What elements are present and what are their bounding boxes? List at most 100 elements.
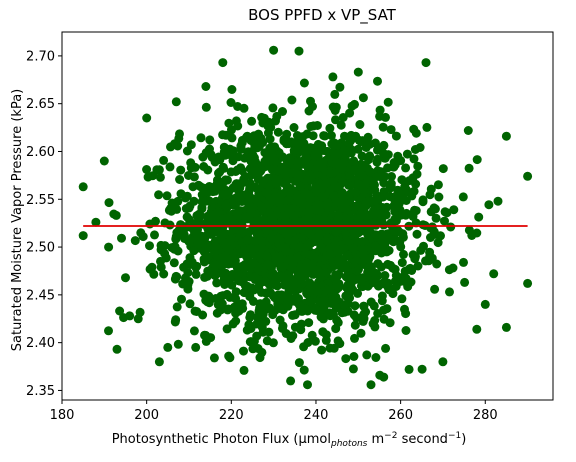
scatter-point — [305, 287, 315, 297]
scatter-point — [424, 256, 434, 266]
scatter-point — [401, 273, 411, 283]
scatter-point — [91, 217, 101, 227]
scatter-point — [182, 146, 192, 156]
scatter-point — [221, 201, 231, 211]
scatter-point — [268, 103, 278, 113]
scatter-point — [523, 171, 533, 181]
x-axis-label-end: ) — [461, 432, 466, 447]
scatter-point — [285, 153, 295, 163]
scatter-point — [226, 98, 236, 107]
x-axis-label-post: second — [397, 432, 448, 447]
scatter-point — [331, 115, 340, 125]
scatter-point — [199, 257, 209, 267]
scatter-point — [104, 198, 114, 208]
scatter-point — [356, 328, 366, 338]
scatter-point — [212, 278, 222, 288]
scatter-point — [379, 372, 389, 382]
scatter-point — [357, 274, 367, 284]
scatter-point — [350, 99, 359, 109]
scatter-point — [330, 274, 340, 284]
scatter-point — [402, 149, 412, 159]
scatter-point — [412, 169, 422, 179]
scatter-point — [194, 209, 204, 219]
scatter-point — [165, 162, 175, 172]
scatter-point — [291, 279, 301, 289]
scatter-point — [341, 354, 351, 364]
x-tick-label: 220 — [219, 408, 244, 423]
scatter-point — [165, 220, 175, 230]
scatter-point — [472, 155, 482, 165]
scatter-point — [256, 236, 266, 246]
scatter-point — [271, 252, 281, 262]
scatter-point — [332, 182, 342, 192]
scatter-point — [208, 210, 217, 220]
scatter-point — [257, 112, 267, 122]
chart-title: BOS PPFD x VP_SAT — [248, 6, 397, 25]
scatter-point — [260, 157, 270, 167]
scatter-point — [287, 95, 297, 105]
scatter-point — [130, 236, 140, 246]
scatter-point — [244, 227, 254, 237]
scatter-point — [381, 343, 391, 353]
scatter-point — [375, 111, 385, 121]
scatter-point — [191, 342, 201, 352]
scatter-point — [373, 154, 382, 164]
scatter-point — [202, 271, 212, 281]
scatter-point — [316, 242, 326, 252]
scatter-point — [387, 172, 396, 181]
scatter-point — [480, 299, 490, 309]
scatter-point — [193, 233, 203, 243]
scatter-point — [156, 240, 166, 250]
scatter-point — [379, 305, 388, 315]
scatter-point — [292, 137, 302, 147]
scatter-point — [397, 210, 407, 220]
scatter-point — [268, 310, 278, 320]
x-tick-label: 180 — [50, 408, 75, 423]
scatter-point — [204, 146, 214, 156]
scatter-point — [151, 216, 160, 226]
scatter-point — [325, 123, 335, 133]
scatter-point — [231, 287, 241, 297]
y-tick-label: 2.50 — [26, 241, 55, 256]
scatter-point — [325, 249, 335, 259]
scatter-point — [388, 237, 398, 247]
scatter-points — [78, 45, 533, 390]
scatter-point — [484, 200, 494, 210]
scatter-point — [296, 193, 305, 203]
scatter-point — [361, 143, 371, 152]
scatter-point — [305, 296, 315, 306]
scatter-point — [257, 202, 267, 212]
scatter-point — [350, 301, 360, 311]
scatter-point — [264, 200, 274, 210]
scatter-point — [318, 192, 327, 202]
scatter-point — [337, 164, 347, 174]
scatter-point — [203, 187, 213, 197]
scatter-point — [325, 168, 335, 178]
scatter-point — [242, 235, 252, 245]
scatter-point — [379, 220, 389, 230]
y-axis-label: Saturated Moisture Vapor Pressure (kPa) — [10, 89, 25, 352]
scatter-point — [293, 170, 303, 180]
scatter-point — [489, 269, 499, 279]
scatter-point — [282, 218, 292, 227]
scatter-point — [159, 155, 169, 165]
scatter-point — [189, 196, 199, 206]
scatter-point — [460, 277, 470, 287]
scatter-point — [353, 288, 363, 298]
scatter-point — [196, 133, 206, 143]
scatter-point — [417, 364, 427, 374]
scatter-point — [382, 247, 392, 257]
scatter-point — [218, 291, 228, 301]
scatter-point — [236, 142, 246, 152]
scatter-point — [303, 215, 313, 225]
scatter-point — [266, 262, 276, 272]
scatter-point — [176, 165, 186, 175]
scatter-point — [111, 210, 121, 220]
scatter-point — [173, 339, 183, 349]
scatter-point — [329, 191, 339, 201]
scatter-point — [383, 97, 393, 107]
scatter-point — [313, 139, 323, 149]
scatter-point — [273, 233, 283, 243]
scatter-point — [219, 163, 229, 173]
scatter-point — [299, 78, 309, 88]
